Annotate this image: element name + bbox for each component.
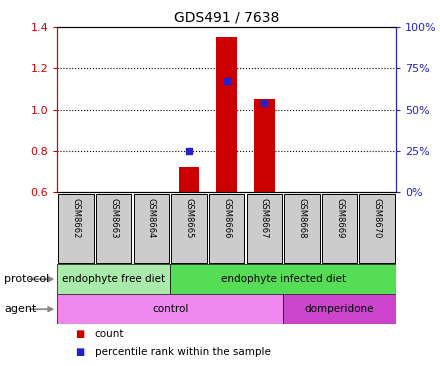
Text: endophyte free diet: endophyte free diet: [62, 274, 165, 284]
Text: agent: agent: [4, 304, 37, 314]
Text: percentile rank within the sample: percentile rank within the sample: [95, 347, 271, 357]
Text: ■: ■: [75, 347, 84, 357]
Text: control: control: [152, 304, 188, 314]
Bar: [359, 194, 395, 263]
Text: GSM8665: GSM8665: [184, 198, 194, 238]
Bar: [57, 264, 170, 294]
Bar: [171, 194, 207, 263]
Bar: [322, 194, 357, 263]
Text: protocol: protocol: [4, 274, 50, 284]
Text: GSM8668: GSM8668: [297, 198, 306, 238]
Text: GSM8662: GSM8662: [72, 198, 81, 238]
Bar: [246, 194, 282, 263]
Text: domperidone: domperidone: [305, 304, 374, 314]
Text: GSM8663: GSM8663: [109, 198, 118, 238]
Text: GSM8670: GSM8670: [373, 198, 381, 238]
Bar: [179, 167, 199, 192]
Bar: [59, 194, 94, 263]
Bar: [57, 294, 283, 324]
Bar: [283, 294, 396, 324]
Bar: [170, 264, 396, 294]
Text: GSM8666: GSM8666: [222, 198, 231, 238]
Text: endophyte infected diet: endophyte infected diet: [220, 274, 346, 284]
Text: GSM8667: GSM8667: [260, 198, 269, 238]
Title: GDS491 / 7638: GDS491 / 7638: [174, 11, 279, 25]
Text: ■: ■: [75, 329, 84, 339]
Bar: [216, 37, 237, 192]
Bar: [209, 194, 244, 263]
Bar: [134, 194, 169, 263]
Text: GSM8664: GSM8664: [147, 198, 156, 238]
Bar: [284, 194, 319, 263]
Text: count: count: [95, 329, 124, 339]
Bar: [254, 99, 275, 192]
Text: GSM8669: GSM8669: [335, 198, 344, 238]
Bar: [96, 194, 132, 263]
